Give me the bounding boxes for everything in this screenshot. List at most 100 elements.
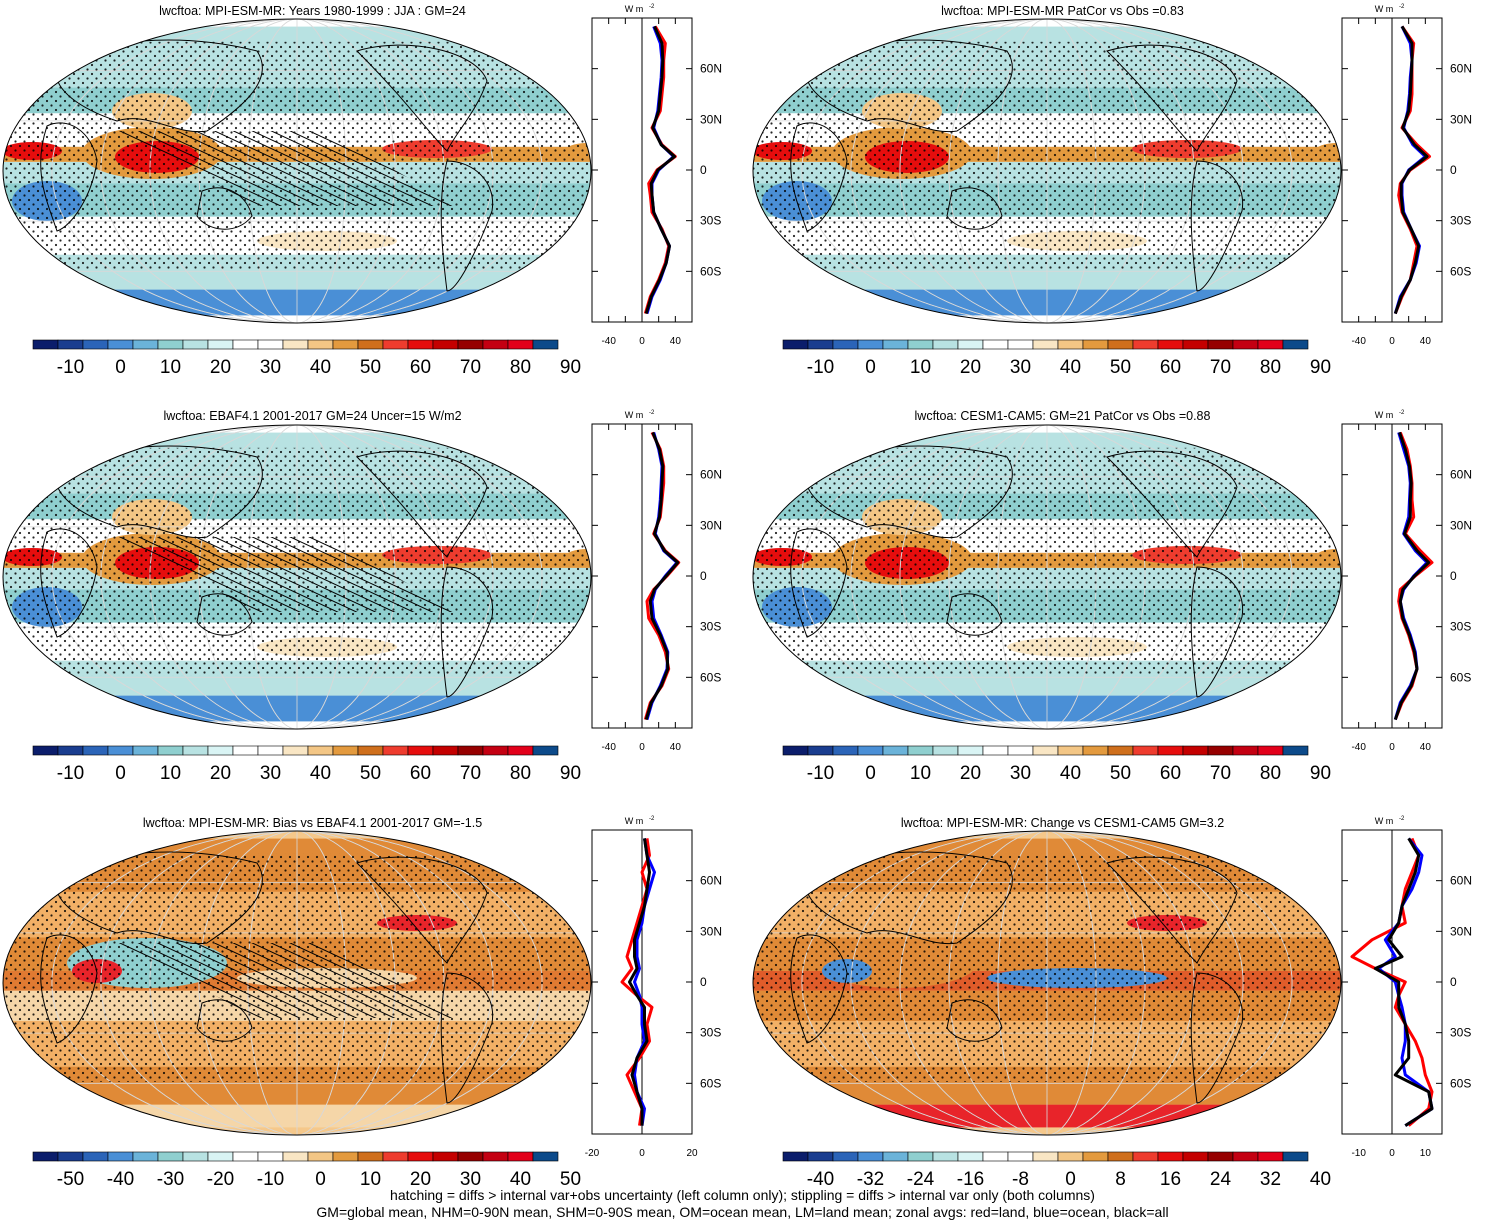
colorbar-cell	[57, 1151, 84, 1162]
zonal-all-line	[628, 838, 651, 1126]
map-title-2: lwcftoa: MPI-ESM-MR PatCor vs Obs =0.83	[941, 4, 1184, 18]
footer-note-1: hatching = diffs > internal var+obs unce…	[390, 1187, 1095, 1203]
map-field	[753, 425, 1341, 729]
colorbar-cell	[1107, 745, 1134, 756]
colorbar-cell	[907, 745, 934, 756]
map-outline	[752, 18, 1342, 324]
colorbar-cell	[907, 1151, 934, 1162]
zonal-ocean-line	[1377, 837, 1434, 1127]
colorbar-label: 50	[1110, 763, 1131, 784]
colorbar-cell	[532, 339, 559, 350]
colorbar-cell	[532, 745, 559, 756]
colorbar-cell	[982, 339, 1009, 350]
zonal-lat-tick: 30S	[700, 214, 721, 228]
colorbar-cell	[782, 339, 809, 350]
colorbar-label: -32	[857, 1169, 884, 1190]
colorbar-label: 40	[1060, 357, 1081, 378]
zonal-lat-tick: 60S	[700, 264, 721, 278]
zonal-lat-tick: 30N	[700, 112, 722, 126]
map-outline	[2, 830, 592, 1136]
colorbar-cell	[857, 745, 884, 756]
colorbar-cell	[1207, 745, 1234, 756]
colorbar-cell	[32, 745, 59, 756]
colorbar-cell	[1282, 745, 1309, 756]
zonal-lat-tick: 30S	[700, 620, 721, 634]
colorbar-label: 0	[115, 357, 126, 378]
colorbar-label: 40	[1060, 763, 1081, 784]
colorbar-cell	[232, 1151, 259, 1162]
colorbar-cell	[132, 1151, 159, 1162]
colorbar-label: 60	[1160, 763, 1181, 784]
colorbar-label: 60	[410, 763, 431, 784]
zonal-x-tick: -10	[1351, 1148, 1366, 1159]
zonal-lat-tick: 0	[1450, 975, 1457, 989]
colorbar-label: 40	[510, 1169, 531, 1190]
zonal-lat-tick: 60S	[1450, 1076, 1471, 1090]
colorbar-cell	[1182, 745, 1209, 756]
zonal-lat-tick: 30N	[700, 924, 722, 938]
colorbar-cell	[1007, 745, 1034, 756]
colorbar-cell	[307, 339, 334, 350]
zonal-lat-tick: 60N	[1450, 874, 1472, 888]
zonal-lat-tick: 60S	[700, 670, 721, 684]
zonal-x-tick: 40	[670, 336, 682, 347]
colorbar-cell	[807, 339, 834, 350]
zonal-x-tick: 10	[1420, 1148, 1432, 1159]
colorbar-label: 30	[460, 1169, 481, 1190]
zonal-unit-sup: -2	[649, 816, 655, 822]
colorbar-label: 10	[910, 357, 931, 378]
map-title-6: lwcftoa: MPI-ESM-MR: Change vs CESM1-CAM…	[900, 816, 1225, 830]
colorbar-label: 90	[1310, 763, 1331, 784]
colorbar-label: 50	[1110, 357, 1131, 378]
zonal-x-tick: 40	[670, 742, 682, 753]
colorbar-cell	[1157, 745, 1184, 756]
colorbar-label: 50	[560, 1169, 581, 1190]
colorbar-cell	[307, 1151, 334, 1162]
colorbar-cell	[1232, 1151, 1259, 1162]
map-field	[753, 19, 1341, 323]
zonal-mean-plot: -40 0 40 60N 30N 0 30S 60S W m -2	[591, 4, 722, 347]
colorbar-cell	[1082, 339, 1109, 350]
map-field	[3, 19, 591, 323]
colorbar-label: 0	[315, 1169, 326, 1190]
panel-2: -10 0 10 20 30 40 50 60 70 80 90 -40 0 40 60N 30N 0 30S 60…	[752, 4, 1472, 378]
colorbar-cell	[182, 745, 209, 756]
zonal-lat-tick: 0	[700, 163, 707, 177]
colorbar-label: -10	[57, 763, 84, 784]
colorbar-label: 20	[960, 763, 981, 784]
colorbar-cell	[257, 339, 284, 350]
colorbar-cell	[532, 1151, 559, 1162]
colorbar-cell	[207, 339, 234, 350]
colorbar-cell	[1057, 1151, 1084, 1162]
colorbar-cell	[1032, 339, 1059, 350]
colorbar-label: 10	[160, 763, 181, 784]
zonal-mean-plot: -20 0 20 60N 30N 0 30S 60S W m -2	[585, 816, 722, 1159]
colorbar-cell	[457, 745, 484, 756]
colorbar-cell	[282, 339, 309, 350]
colorbar-cell	[1257, 339, 1284, 350]
colorbar-cell	[207, 745, 234, 756]
map-field	[753, 831, 1341, 1135]
colorbar-label: 20	[210, 357, 231, 378]
zonal-unit-sup: -2	[649, 410, 655, 416]
zonal-lat-tick: 60N	[1450, 62, 1472, 76]
colorbar-cell	[457, 1151, 484, 1162]
colorbar-label: 30	[1010, 357, 1031, 378]
colorbar-label: 80	[510, 357, 531, 378]
zonal-x-tick: -20	[585, 1148, 600, 1159]
colorbar-label: 70	[460, 763, 481, 784]
map-outline	[2, 18, 592, 324]
zonal-unit: W m	[1375, 410, 1394, 420]
colorbar-label: 70	[1210, 357, 1231, 378]
colorbar-cell	[807, 745, 834, 756]
zonal-x-tick: 0	[1389, 1148, 1395, 1159]
colorbar-cell	[982, 1151, 1009, 1162]
colorbar-cell	[1257, 1151, 1284, 1162]
colorbar-label: 90	[1310, 357, 1331, 378]
colorbar-cell	[957, 1151, 984, 1162]
zonal-unit: W m	[625, 410, 644, 420]
colorbar-cell	[1007, 339, 1034, 350]
zonal-x-tick: 0	[639, 742, 645, 753]
colorbar-cell	[182, 1151, 209, 1162]
zonal-lat-tick: 30N	[1450, 112, 1472, 126]
